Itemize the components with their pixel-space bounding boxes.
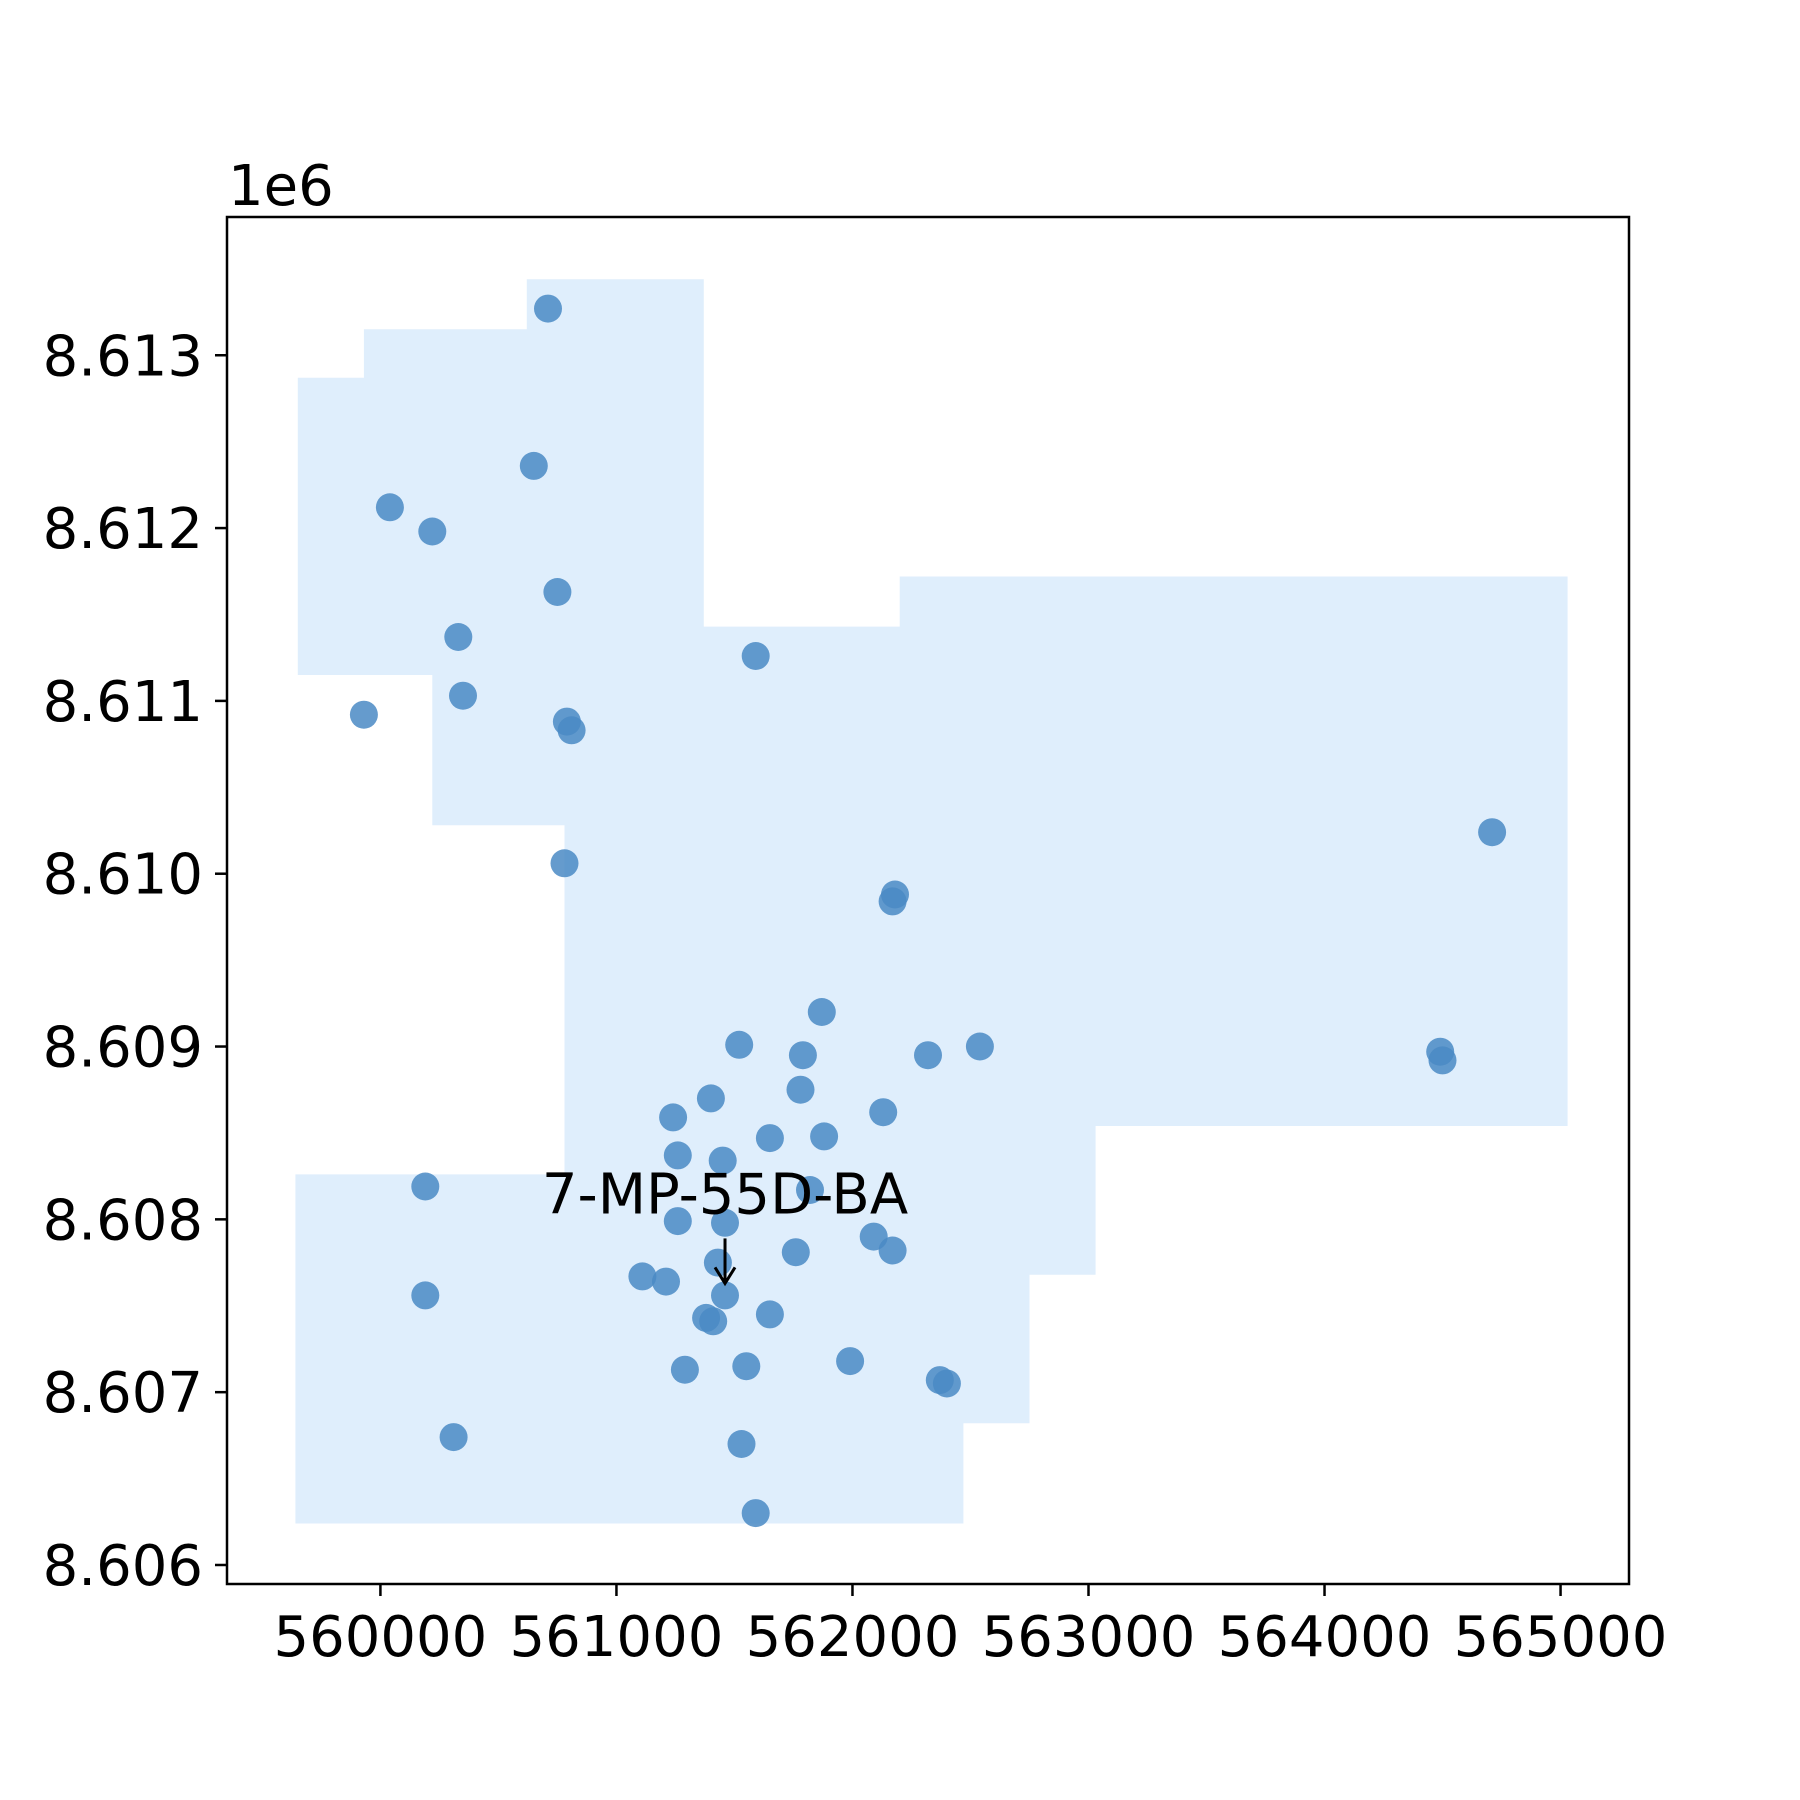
data-point <box>411 1172 440 1201</box>
data-point <box>755 1300 784 1329</box>
y-tick-label: 8.610 <box>43 843 203 908</box>
y-offset-label: 1e6 <box>228 154 334 219</box>
data-point <box>659 1103 688 1132</box>
data-point <box>699 1307 728 1336</box>
data-point <box>663 1141 692 1170</box>
y-tick-label: 8.609 <box>43 1016 203 1081</box>
x-tick-label: 560000 <box>274 1605 488 1670</box>
data-point <box>543 578 572 606</box>
data-point <box>732 1352 761 1381</box>
data-point <box>550 849 579 878</box>
data-point <box>628 1262 657 1291</box>
data-point <box>914 1041 942 1070</box>
annotation-label: 7-MP-55D-BA <box>542 1162 908 1227</box>
y-tick-label: 8.608 <box>43 1188 203 1253</box>
x-tick-label: 563000 <box>982 1605 1196 1670</box>
data-point <box>965 1032 994 1061</box>
data-point <box>869 1098 898 1127</box>
data-point <box>411 1281 440 1310</box>
data-point <box>663 1207 692 1236</box>
data-point <box>796 1176 824 1204</box>
data-point <box>836 1347 865 1376</box>
data-point <box>878 887 907 916</box>
area-layer <box>295 279 1568 1524</box>
y-tick-label: 8.612 <box>43 497 203 562</box>
y-axis: 8.606 8.607 8.608 8.609 8.610 8.611 8.612 8.613 <box>43 324 227 1599</box>
x-tick-label: 561000 <box>510 1605 724 1670</box>
data-point <box>375 493 404 522</box>
data-point <box>807 998 836 1026</box>
data-point <box>349 700 378 729</box>
annotation-layer: 7-MP-55D-BA <box>542 1162 908 1287</box>
plot-frame <box>225 215 1631 1586</box>
data-point <box>711 1208 739 1237</box>
y-tick-label: 8.613 <box>43 324 203 389</box>
x-tick-label: 565000 <box>1454 1605 1668 1670</box>
data-point <box>725 1030 754 1059</box>
data-point <box>810 1122 839 1151</box>
data-point <box>727 1430 756 1458</box>
data-point <box>670 1355 699 1384</box>
data-point <box>755 1124 784 1153</box>
data-point <box>439 1423 468 1452</box>
y-tick-label: 8.606 <box>43 1534 203 1599</box>
data-point <box>444 623 473 651</box>
y-tick-label: 8.611 <box>43 670 203 735</box>
data-point <box>786 1075 815 1104</box>
data-point <box>696 1084 725 1113</box>
data-point <box>711 1281 739 1310</box>
data-point <box>708 1146 737 1175</box>
x-tick-label: 562000 <box>746 1605 960 1670</box>
data-point <box>534 294 562 323</box>
data-point <box>418 517 447 546</box>
data-point <box>781 1238 810 1267</box>
annotation-arrow-head <box>713 1266 737 1287</box>
x-axis: 560000 561000 562000 563000 564000 565000 <box>274 1584 1668 1670</box>
data-point <box>652 1267 680 1296</box>
data-point <box>1428 1046 1457 1075</box>
data-point <box>741 642 770 670</box>
data-point <box>1478 818 1507 847</box>
x-tick-label: 564000 <box>1218 1605 1432 1670</box>
data-point <box>878 1236 907 1265</box>
data-point <box>557 716 586 745</box>
data-point <box>932 1369 961 1398</box>
area-polygon <box>295 279 1568 1524</box>
data-point <box>788 1041 817 1070</box>
points-layer <box>349 294 1507 1528</box>
data-point <box>741 1499 770 1528</box>
y-tick-label: 8.607 <box>43 1361 203 1426</box>
data-point <box>519 451 548 480</box>
data-point <box>449 681 477 710</box>
